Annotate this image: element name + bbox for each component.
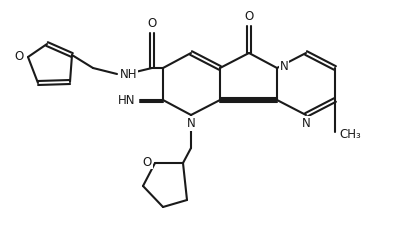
Text: CH₃: CH₃ <box>339 128 361 141</box>
Text: HN: HN <box>117 93 135 106</box>
Text: O: O <box>143 156 152 168</box>
Text: O: O <box>148 17 157 30</box>
Text: N: N <box>186 117 195 130</box>
Text: O: O <box>245 10 254 23</box>
Text: NH: NH <box>120 68 138 81</box>
Text: N: N <box>280 60 289 74</box>
Text: O: O <box>15 51 24 63</box>
Text: N: N <box>302 117 311 130</box>
